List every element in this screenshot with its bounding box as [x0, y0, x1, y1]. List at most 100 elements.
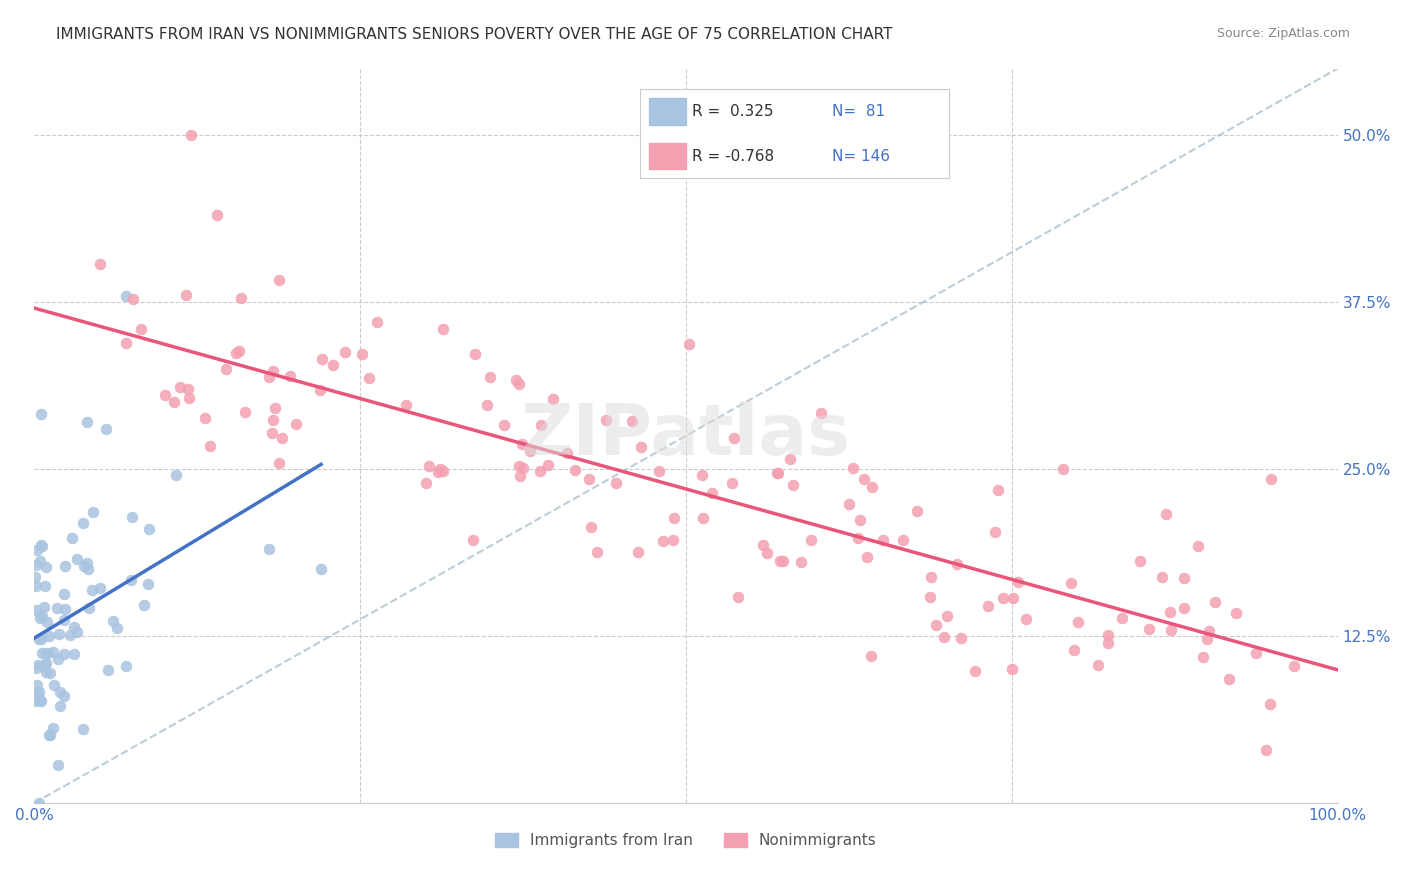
Point: [27, 678, 49, 692]
Point: [231, 291, 253, 305]
Bar: [650, 143, 686, 169]
Point: [225, 346, 247, 360]
Point: [475, 399, 498, 413]
Point: [1129, 554, 1152, 568]
Point: [678, 337, 700, 351]
Point: [235, 405, 257, 419]
Point: [1002, 591, 1025, 606]
Point: [27, 796, 49, 810]
Point: [627, 545, 650, 559]
Point: [121, 510, 143, 524]
Point: [53, 648, 76, 662]
Point: [153, 388, 176, 402]
Point: [720, 475, 742, 490]
Point: [492, 417, 515, 432]
Point: [205, 208, 228, 222]
Point: [848, 531, 870, 545]
Point: [114, 288, 136, 302]
Point: [359, 370, 381, 384]
Point: [262, 426, 284, 441]
Point: [1254, 742, 1277, 756]
Point: [30, 538, 52, 552]
Point: [1198, 624, 1220, 639]
Legend: Immigrants from Iran, Nonimmigrants: Immigrants from Iran, Nonimmigrants: [489, 827, 883, 854]
Point: [28, 692, 51, 706]
Point: [44, 678, 66, 692]
Text: R = -0.768: R = -0.768: [692, 149, 775, 163]
Point: [537, 458, 560, 473]
Point: [1007, 574, 1029, 589]
Point: [509, 468, 531, 483]
Text: R =  0.325: R = 0.325: [692, 104, 773, 119]
Point: [52, 587, 75, 601]
Point: [25, 579, 48, 593]
Point: [24, 661, 46, 675]
Text: ZIPatlas: ZIPatlas: [522, 401, 851, 470]
Point: [860, 480, 883, 494]
Point: [755, 546, 778, 560]
Point: [1218, 672, 1240, 686]
Point: [177, 392, 200, 406]
Text: Source: ZipAtlas.com: Source: ZipAtlas.com: [1216, 27, 1350, 40]
Point: [53, 613, 76, 627]
Point: [66, 624, 89, 639]
Point: [49, 698, 72, 713]
Point: [418, 458, 440, 473]
Point: [1015, 612, 1038, 626]
Point: [1052, 462, 1074, 476]
Point: [1001, 662, 1024, 676]
Point: [605, 476, 627, 491]
Point: [76, 556, 98, 570]
Point: [779, 452, 801, 467]
Point: [838, 497, 860, 511]
Point: [177, 382, 200, 396]
Point: [752, 538, 775, 552]
Point: [946, 557, 969, 571]
Point: [690, 468, 713, 483]
Point: [620, 414, 643, 428]
Point: [479, 369, 502, 384]
Point: [169, 380, 191, 394]
Point: [692, 511, 714, 525]
Point: [508, 376, 530, 391]
Point: [769, 554, 792, 568]
Point: [228, 344, 250, 359]
Point: [271, 431, 294, 445]
Point: [63, 619, 86, 633]
Point: [936, 609, 959, 624]
Point: [107, 621, 129, 635]
Point: [45, 600, 67, 615]
Point: [932, 630, 955, 644]
Point: [1204, 595, 1226, 609]
Point: [723, 431, 745, 445]
Text: N= 146: N= 146: [831, 149, 890, 163]
Point: [977, 599, 1000, 613]
Point: [1191, 649, 1213, 664]
Point: [651, 534, 673, 549]
Point: [53, 602, 76, 616]
Point: [35, 647, 58, 661]
Point: [257, 370, 280, 384]
Point: [72, 516, 94, 531]
Point: [163, 395, 186, 409]
Point: [1060, 575, 1083, 590]
Point: [512, 461, 534, 475]
Point: [1244, 646, 1267, 660]
Point: [766, 467, 789, 481]
Point: [920, 569, 942, 583]
Point: [727, 591, 749, 605]
Point: [918, 590, 941, 604]
Point: [963, 664, 986, 678]
Point: [60, 531, 83, 545]
Point: [30, 611, 52, 625]
Point: [530, 418, 553, 433]
Point: [42, 645, 65, 659]
Point: [366, 315, 388, 329]
Point: [34, 560, 56, 574]
Point: [82, 505, 104, 519]
Point: [25, 558, 48, 572]
Point: [1097, 628, 1119, 642]
Point: [24, 694, 46, 708]
Point: [35, 656, 58, 670]
Text: IMMIGRANTS FROM IRAN VS NONIMMIGRANTS SENIORS POVERTY OVER THE AGE OF 75 CORRELA: IMMIGRANTS FROM IRAN VS NONIMMIGRANTS SE…: [56, 27, 893, 42]
